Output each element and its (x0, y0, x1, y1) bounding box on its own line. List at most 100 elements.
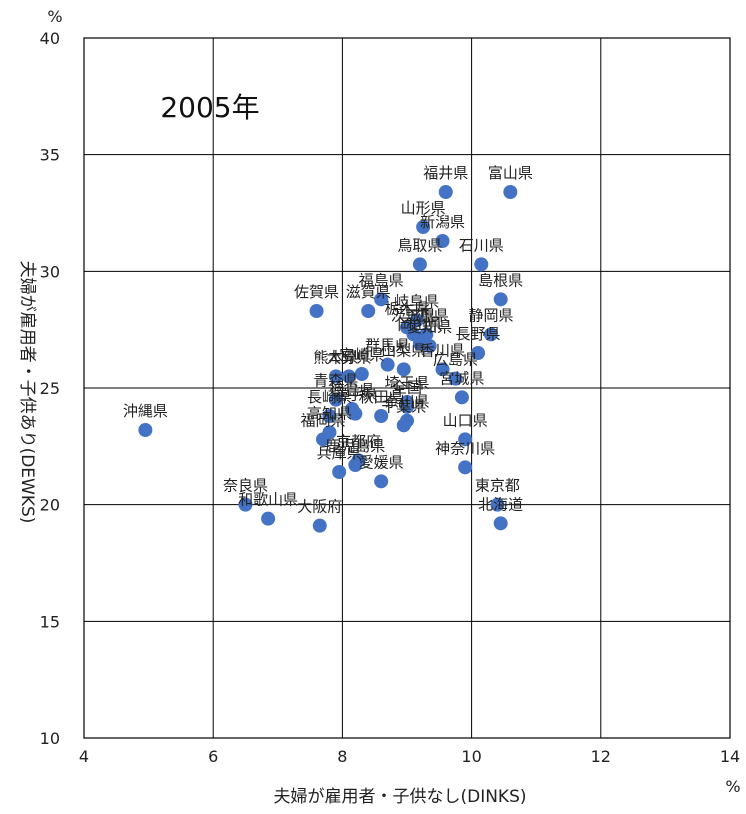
data-point (400, 413, 414, 428)
data-point (396, 362, 411, 377)
data-point (435, 362, 450, 377)
point-label: 石川県 (459, 236, 504, 254)
point-label: 高知県 (307, 404, 352, 422)
y-tick-label: 25 (40, 379, 60, 398)
point-label: 宮崎県 (339, 346, 384, 364)
point-label: 福島県 (359, 271, 404, 289)
point-label: 滋賀県 (346, 283, 391, 301)
point-label: 鹿児島県 (325, 437, 385, 455)
data-point (328, 369, 343, 384)
y-tick-label: 20 (40, 496, 60, 515)
point-label: 秋田県 (359, 388, 404, 406)
point-label: 富山県 (488, 164, 533, 182)
point-label: 福井県 (423, 164, 468, 182)
data-point (483, 327, 498, 342)
x-tick-label: 14 (720, 747, 740, 766)
data-point (380, 357, 395, 372)
point-label: 岐阜県 (394, 292, 439, 310)
data-point (409, 313, 424, 328)
x-tick-label: 6 (208, 747, 218, 766)
y-tick-label: 30 (40, 262, 60, 281)
x-unit-label: % (725, 777, 740, 796)
x-tick-label: 10 (461, 747, 481, 766)
y-tick-labels: 10 15 20 25 30 35 40 (40, 29, 60, 748)
point-label: 静岡県 (468, 306, 513, 324)
data-point (332, 465, 347, 479)
data-point (138, 423, 153, 437)
point-label: 新潟県 (420, 213, 465, 231)
data-point (374, 409, 389, 423)
point-label: 長崎県 (307, 388, 352, 406)
data-point (322, 409, 337, 423)
data-point (458, 432, 473, 447)
data-point (435, 234, 450, 248)
data-point (448, 371, 463, 386)
x-tick-labels: 4 6 8 10 12 14 (79, 747, 740, 766)
point-label: 全国 (392, 379, 422, 397)
point-label: 和歌山県 (238, 491, 298, 509)
data-point (322, 425, 337, 440)
point-label: 熊本県 (313, 348, 358, 366)
point-label: 沖縄県 (123, 402, 168, 420)
data-point (471, 346, 486, 360)
point-label: 栃木県 (384, 299, 429, 317)
point-label: 京都府 (336, 432, 381, 450)
data-point (454, 390, 469, 405)
data-point (341, 369, 356, 384)
x-tick-label: 12 (591, 747, 611, 766)
y-tick-label: 40 (40, 29, 60, 48)
point-label: 愛知県 (407, 318, 452, 336)
point-label: 大阪府 (297, 498, 342, 516)
data-point (438, 185, 453, 199)
y-tick-label: 10 (40, 729, 60, 748)
point-label: 東京都 (475, 477, 520, 495)
point-label: 広島県 (433, 351, 478, 369)
y-unit-label: % (47, 7, 62, 26)
point-label: 長野県 (456, 325, 501, 343)
point-label: 宮城県 (439, 369, 484, 387)
data-point (493, 292, 508, 307)
data-point (374, 474, 389, 489)
point-label: 奈川県 (384, 393, 429, 411)
x-axis-title: 夫婦が雇用者・子供なし(DINKS) (273, 787, 526, 807)
data-point (474, 257, 489, 272)
data-point (361, 304, 376, 318)
y-tick-label: 15 (40, 612, 60, 631)
point-label: 福岡県 (301, 411, 346, 429)
data-point (348, 406, 363, 421)
point-label: 奈良県 (223, 477, 268, 495)
point-label: 千葉県 (381, 397, 426, 415)
point-label: 大分県 (326, 348, 371, 366)
point-label: 群馬県 (365, 337, 410, 355)
data-point (309, 304, 324, 318)
y-axis-title: 夫婦が雇用者・子供あり(DEWKS) (17, 261, 37, 524)
point-label: 神奈川県 (435, 439, 495, 457)
data-point (312, 518, 327, 533)
point-label: 岩手県 (333, 386, 378, 404)
data-point (400, 399, 414, 414)
point-label: 香川県 (420, 341, 465, 359)
point-label: 三重県 (404, 306, 449, 324)
data-point (374, 292, 389, 307)
x-tick-label: 4 (79, 747, 89, 766)
data-point (493, 516, 508, 531)
point-label: 青森県 (313, 372, 358, 390)
data-point (261, 511, 276, 526)
point-label: 鳥取県 (397, 236, 442, 254)
data-point (238, 497, 253, 512)
point-label: 島根県 (478, 271, 523, 289)
point-label: 愛媛県 (359, 453, 404, 471)
x-tick-label: 8 (337, 747, 347, 766)
y-tick-label: 35 (40, 146, 60, 165)
point-label: 山梨県 (381, 341, 426, 359)
data-point (412, 257, 427, 272)
data-point (503, 185, 518, 199)
point-label: 佐賀県 (294, 283, 339, 301)
data-point (458, 460, 473, 475)
point-label: 岡山県 (397, 316, 442, 334)
point-label: 山形県 (401, 199, 446, 217)
point-label: 茨城県 (391, 306, 436, 324)
data-point (422, 339, 437, 353)
